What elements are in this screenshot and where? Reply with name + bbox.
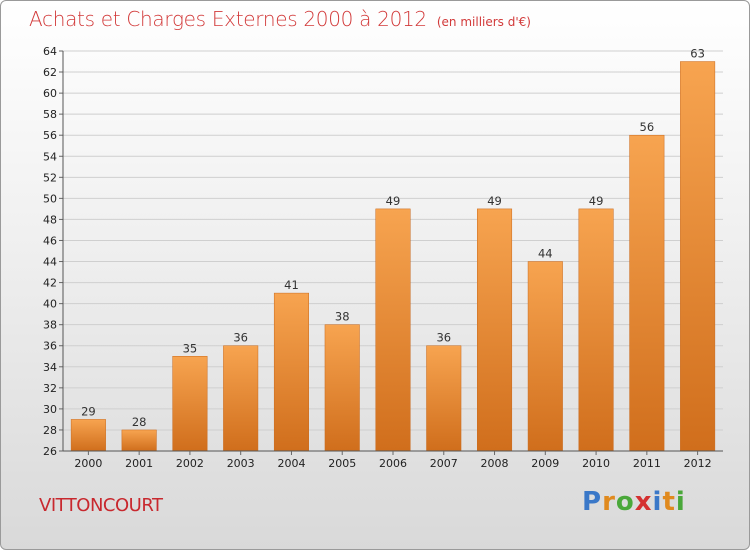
logo-letter: i xyxy=(675,487,686,517)
x-tick-label: 2007 xyxy=(430,457,458,470)
proxiti-logo: Proxiti xyxy=(582,487,686,517)
bars: 29 28 35 36 41 38 49 36 49 44 49 56 63 xyxy=(70,47,716,452)
y-tick-label: 28 xyxy=(43,424,57,437)
bar-value-label: 49 xyxy=(487,194,502,208)
bar-value-label: 35 xyxy=(183,341,198,355)
bar-2001 xyxy=(121,429,157,452)
bar-2008 xyxy=(477,208,513,452)
logo-letter: x xyxy=(634,487,653,517)
bar-2005 xyxy=(324,324,360,452)
x-tick-label: 2002 xyxy=(176,457,204,470)
bar-value-label: 49 xyxy=(386,194,401,208)
y-tick-label: 46 xyxy=(43,234,57,247)
y-tick-label: 58 xyxy=(43,108,57,121)
x-tick-label: 2000 xyxy=(74,457,102,470)
x-tick-label: 2001 xyxy=(125,457,153,470)
logo-letter: r xyxy=(602,487,616,517)
logo-letter: i xyxy=(652,487,663,517)
y-tick-label: 42 xyxy=(43,277,57,290)
x-tick-label: 2010 xyxy=(582,457,610,470)
x-tick-label: 2011 xyxy=(633,457,661,470)
logo-letter: P xyxy=(582,487,603,517)
x-tick-label: 2005 xyxy=(328,457,356,470)
y-tick-label: 60 xyxy=(43,87,57,100)
bar-2009 xyxy=(527,261,563,452)
bar-value-label: 41 xyxy=(284,278,299,292)
bar-2002 xyxy=(172,356,208,452)
y-tick-label: 64 xyxy=(43,45,57,58)
bar-2003 xyxy=(223,345,259,452)
logo-letter: o xyxy=(615,487,635,517)
y-tick-label: 52 xyxy=(43,171,57,184)
y-tick-label: 50 xyxy=(43,192,57,205)
y-tick-label: 34 xyxy=(43,361,57,374)
y-tick-label: 30 xyxy=(43,403,57,416)
bar-value-label: 36 xyxy=(233,331,248,345)
y-tick-label: 44 xyxy=(43,256,57,269)
bar-value-label: 63 xyxy=(690,47,705,61)
x-tick-label: 2003 xyxy=(227,457,255,470)
y-tick-label: 38 xyxy=(43,319,57,332)
y-tick-label: 62 xyxy=(43,66,57,79)
commune-name: VITTONCOURT xyxy=(39,495,163,516)
y-tick-label: 54 xyxy=(43,150,57,163)
bar-value-label: 28 xyxy=(132,415,147,429)
bar-2004 xyxy=(273,292,309,452)
bar-2011 xyxy=(629,134,665,452)
bar-2012 xyxy=(680,61,716,452)
bar-2000 xyxy=(70,419,106,452)
axes: 26 28 30 32 34 36 38 40 42 44 46 48 50 52 54 56 58 60 62 64… xyxy=(43,45,723,470)
y-tick-label: 26 xyxy=(43,445,57,458)
bar-2010 xyxy=(578,208,614,452)
bar-value-label: 29 xyxy=(81,404,96,418)
bar-value-label: 49 xyxy=(589,194,604,208)
x-tick-label: 2006 xyxy=(379,457,407,470)
y-tick-label: 40 xyxy=(43,298,57,311)
y-tick-label: 56 xyxy=(43,129,57,142)
logo-letter: t xyxy=(662,487,676,517)
bar-2006 xyxy=(375,208,411,452)
x-tick-label: 2009 xyxy=(531,457,559,470)
chart-title: Achats et Charges Externes 2000 à 2012 (e… xyxy=(29,7,531,31)
x-tick-label: 2004 xyxy=(277,457,305,470)
chart-title-unit: (en milliers d'€) xyxy=(436,15,531,29)
y-tick-label: 32 xyxy=(43,382,57,395)
bar-value-label: 36 xyxy=(436,331,451,345)
bar-value-label: 44 xyxy=(538,247,553,261)
x-tick-label: 2012 xyxy=(684,457,712,470)
y-tick-label: 36 xyxy=(43,340,57,353)
x-tick-label: 2008 xyxy=(481,457,509,470)
y-tick-label: 48 xyxy=(43,213,57,226)
bar-2007 xyxy=(426,345,462,452)
bar-value-label: 56 xyxy=(640,120,655,134)
chart-title-main: Achats et Charges Externes 2000 à 2012 xyxy=(29,7,427,31)
bar-value-label: 38 xyxy=(335,310,350,324)
